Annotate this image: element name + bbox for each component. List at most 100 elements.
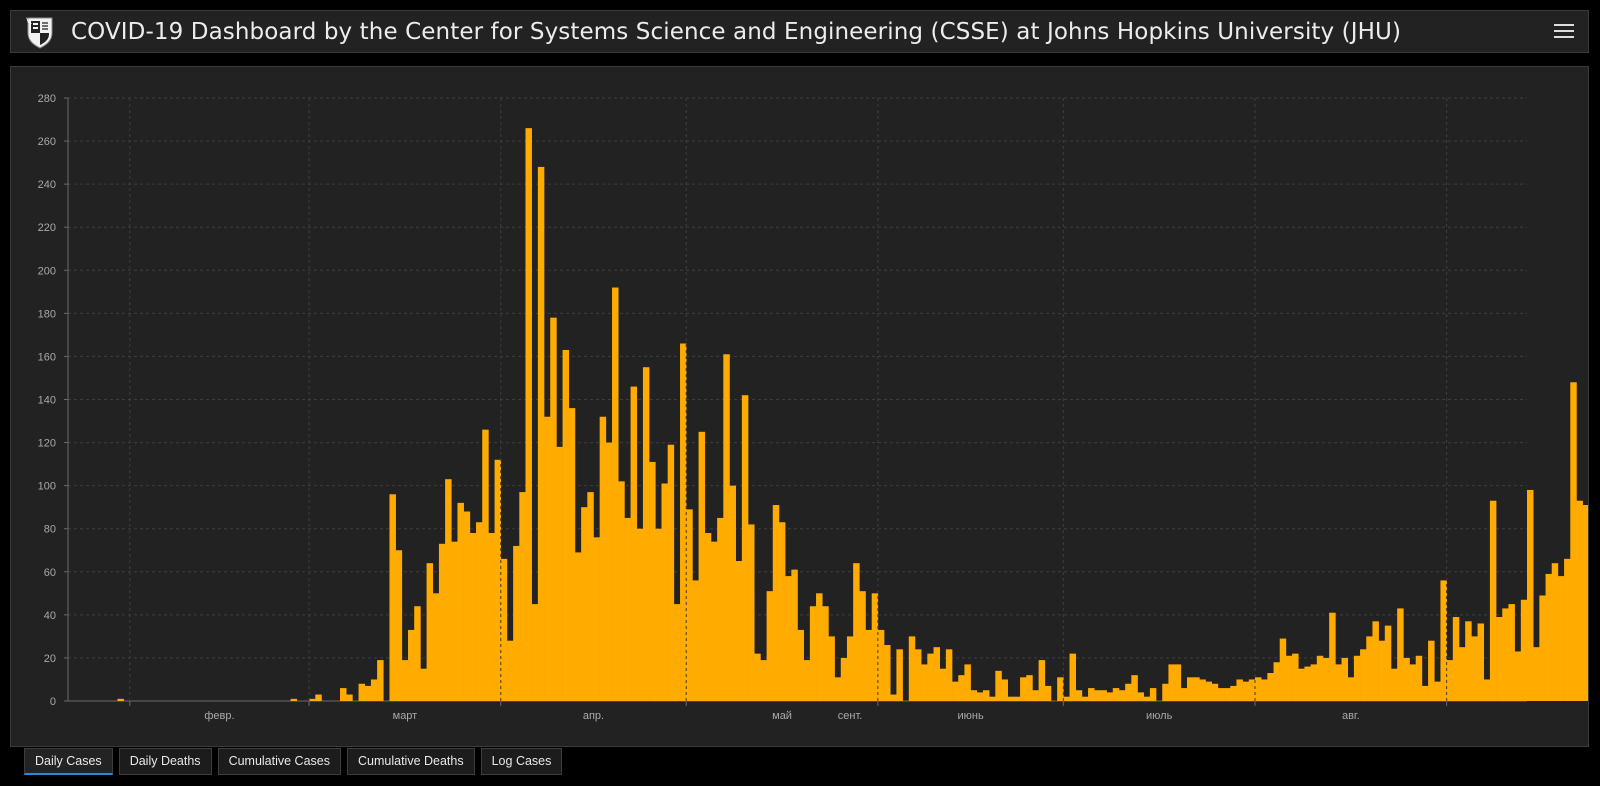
bar (1514, 651, 1522, 701)
bar (772, 505, 780, 701)
bar (698, 431, 706, 701)
y-tick-label: 160 (38, 351, 56, 363)
y-tick-label: 200 (38, 265, 56, 277)
bar (692, 580, 699, 701)
bar (1063, 696, 1070, 701)
bar (642, 367, 650, 701)
bar (531, 604, 539, 701)
bar (1261, 679, 1268, 701)
tab-daily-cases[interactable]: Daily Cases (24, 748, 113, 775)
bar (1125, 683, 1132, 701)
bar (1131, 675, 1138, 701)
bar (525, 128, 532, 701)
bar (1304, 666, 1311, 701)
bar (1081, 696, 1089, 701)
bar (1186, 677, 1194, 701)
bar (710, 541, 718, 701)
bar (1236, 679, 1243, 701)
y-tick-label: 180 (38, 308, 56, 320)
bar (593, 537, 600, 701)
bar (914, 649, 922, 701)
tab-cumulative-cases[interactable]: Cumulative Cases (217, 748, 341, 775)
bar (482, 429, 489, 701)
bar (1026, 675, 1033, 701)
page-title: COVID-19 Dashboard by the Center for Sys… (71, 18, 1402, 45)
bar (834, 677, 842, 701)
bar (673, 604, 681, 701)
bar (1032, 690, 1039, 701)
hamburger-menu-icon[interactable] (1554, 21, 1574, 41)
bar (1100, 690, 1107, 701)
chart-panel: 0 20 40 60 80 100 120 140 160 180 200 220 240 260 280 ф… (10, 66, 1589, 747)
bar (1496, 617, 1503, 701)
bar (1137, 692, 1144, 701)
bar (1557, 576, 1565, 701)
bar (846, 636, 854, 701)
bar (370, 679, 378, 701)
bar (1038, 660, 1046, 701)
bar (599, 416, 607, 701)
bar (865, 629, 872, 701)
bar (859, 591, 866, 701)
bar (933, 647, 940, 701)
chart-tabs: Daily Cases Daily Deaths Cumulative Case… (24, 748, 563, 775)
y-tick-label: 40 (44, 610, 56, 622)
bar (1539, 595, 1546, 701)
x-tick-label: март (393, 710, 418, 722)
bar (1582, 505, 1588, 701)
bar (1471, 636, 1478, 701)
bar (1267, 673, 1274, 701)
bar (1347, 677, 1355, 701)
bar (766, 591, 774, 701)
bar (346, 694, 353, 701)
tab-log-cases[interactable]: Log Cases (480, 748, 563, 775)
bar (667, 444, 675, 701)
x-tick-label: авг. (1342, 710, 1360, 722)
bar (1069, 653, 1076, 701)
bar (1545, 573, 1553, 701)
bar (476, 522, 483, 701)
bar (1075, 690, 1083, 701)
bar (1329, 612, 1336, 701)
bar (760, 660, 767, 701)
bar (754, 653, 761, 701)
bar (451, 541, 458, 701)
bar (426, 563, 434, 701)
y-tick-label: 120 (38, 438, 56, 450)
bar (877, 629, 885, 701)
bar (1254, 677, 1262, 701)
bar (970, 690, 978, 701)
bar (500, 558, 508, 701)
bar (704, 533, 712, 701)
y-tick-label: 80 (44, 524, 56, 536)
tab-cumulative-deaths[interactable]: Cumulative Deaths (347, 748, 475, 775)
bar (1242, 681, 1250, 701)
bar (1174, 664, 1182, 701)
y-tick-label: 260 (38, 136, 56, 148)
bar (797, 629, 804, 701)
bar (791, 569, 798, 701)
bar (982, 690, 990, 701)
bar (315, 694, 322, 701)
bar (1298, 668, 1305, 701)
bar (655, 528, 662, 701)
bar (1459, 647, 1466, 701)
bar (1428, 640, 1435, 701)
bar (1205, 681, 1213, 701)
bar (778, 522, 786, 701)
bar (1199, 679, 1206, 701)
bar (463, 511, 471, 701)
bar (1502, 608, 1509, 701)
bar (735, 561, 743, 701)
tab-daily-deaths[interactable]: Daily Deaths (118, 748, 212, 775)
bar (1143, 696, 1151, 701)
bar (1452, 617, 1460, 701)
bar (1366, 636, 1373, 701)
bar (117, 698, 124, 701)
y-tick-label: 240 (38, 179, 56, 191)
bar (1384, 625, 1392, 702)
bar (469, 533, 477, 701)
bar (1279, 638, 1287, 701)
bar (649, 461, 656, 701)
bar (364, 685, 372, 701)
